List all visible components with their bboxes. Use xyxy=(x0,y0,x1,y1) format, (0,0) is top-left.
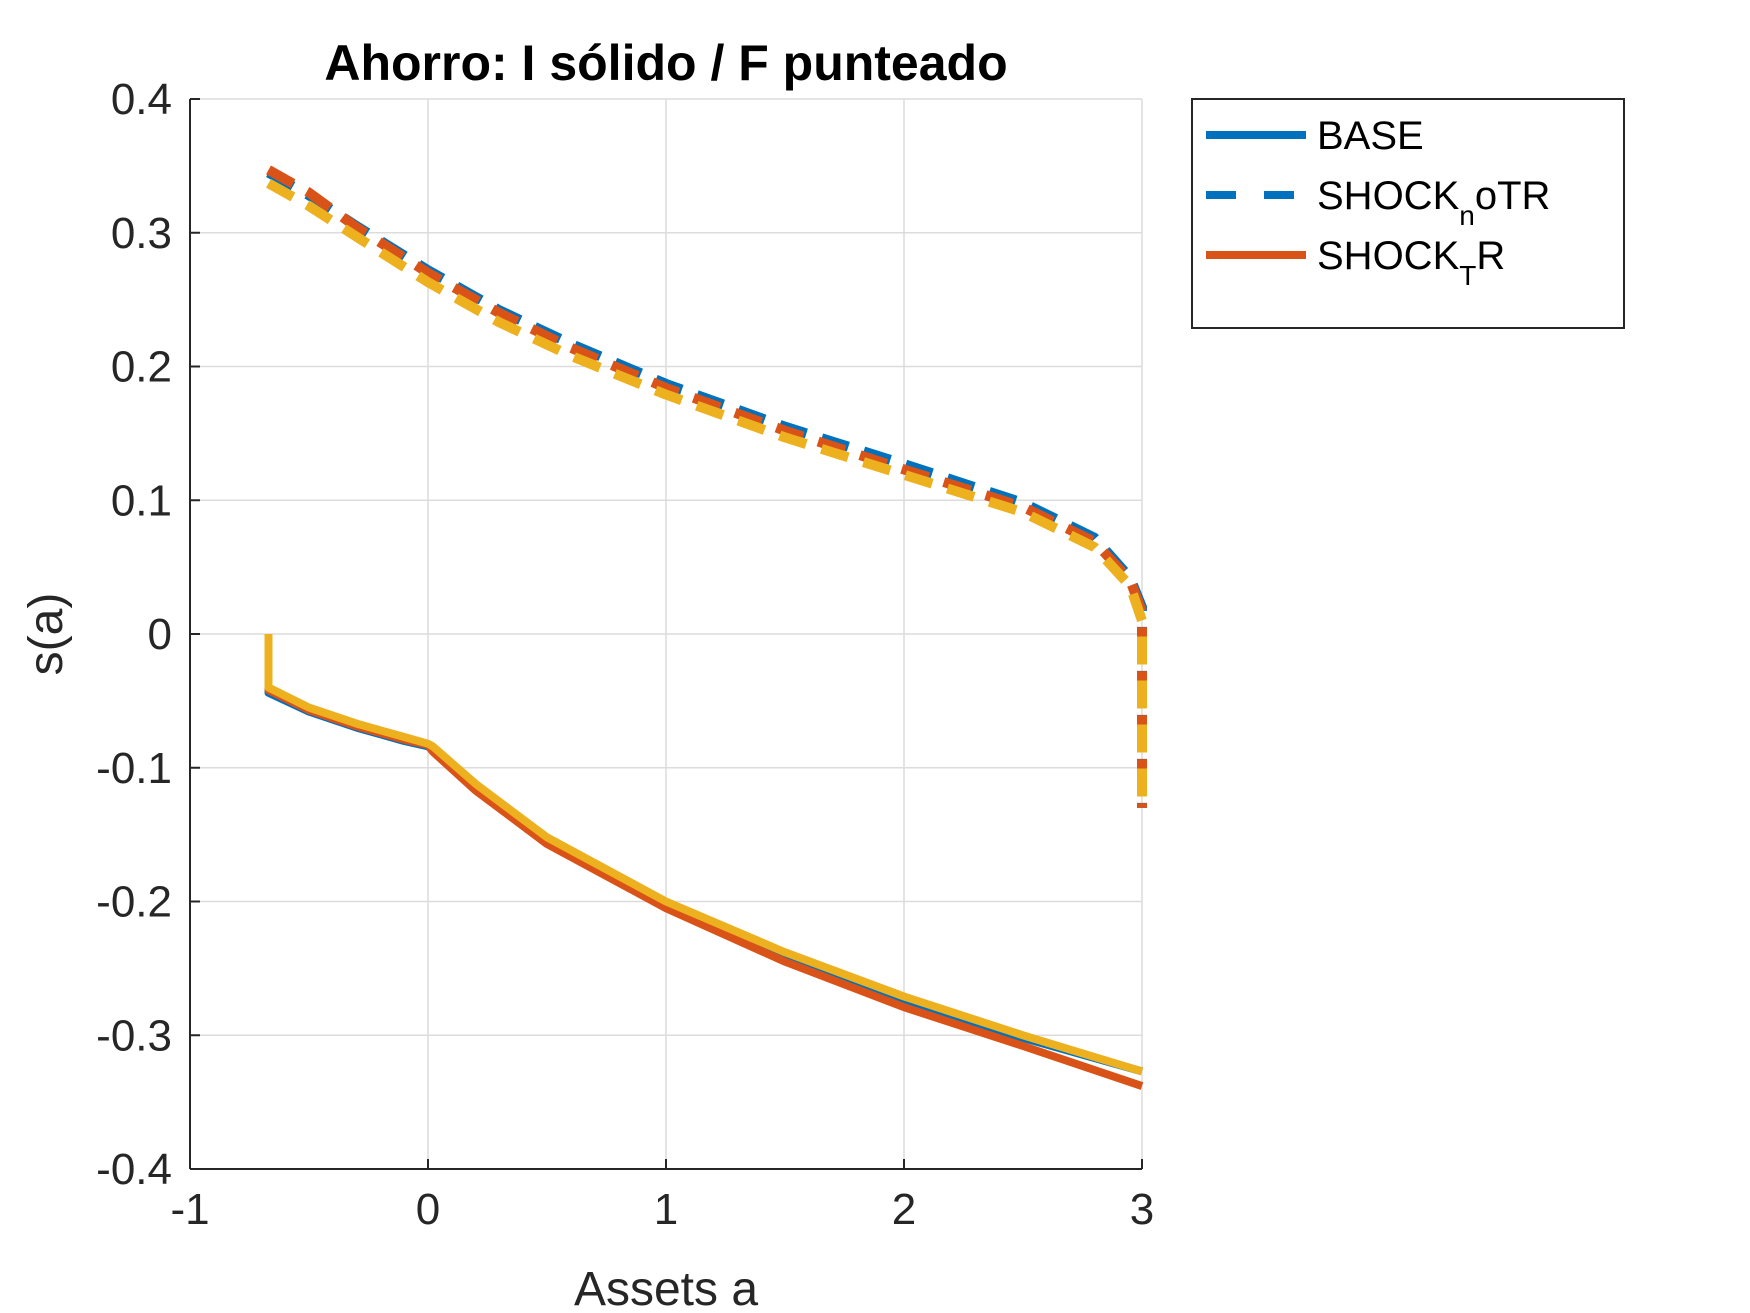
ticks: -1 0 1 2 3 -0.4 -0.3 -0.2 -0.1 0 0.1 0.2 0.3 0.4 xyxy=(96,75,1154,1234)
legend-label-2: SHOCKTR xyxy=(1317,234,1505,291)
x-axis-label: Assets a xyxy=(574,1263,758,1313)
series-line-1 xyxy=(266,168,1147,808)
y-tick-label-2: -0.2 xyxy=(96,878,172,927)
x-tick-label-2: 1 xyxy=(654,1185,678,1234)
x-tick-label-4: 3 xyxy=(1130,1185,1154,1234)
y-tick-label-7: 0.3 xyxy=(111,209,172,258)
x-tick-label-1: 0 xyxy=(416,1185,440,1234)
y-tick-label-6: 0.2 xyxy=(111,343,172,392)
y-tick-label-8: 0.4 xyxy=(111,75,172,124)
legend-label-1: SHOCKnoTR xyxy=(1317,174,1550,231)
y-axis-label: s(a) xyxy=(20,593,73,676)
legend-label-0: BASE xyxy=(1317,114,1424,158)
x-tick-label-3: 2 xyxy=(892,1185,916,1234)
series-line-4 xyxy=(264,634,1144,1076)
y-tick-label-5: 0.1 xyxy=(111,476,172,525)
series-layer xyxy=(264,165,1147,1090)
y-tick-label-0: -0.4 xyxy=(96,1145,172,1194)
x-tick-label-0: -1 xyxy=(170,1185,209,1234)
chart-title: Ahorro: I sólido / F punteado xyxy=(324,35,1007,91)
series-line-5 xyxy=(266,178,1147,802)
y-tick-label-1: -0.3 xyxy=(96,1011,172,1060)
y-tick-label-4: 0 xyxy=(148,610,172,659)
y-tick-label-3: -0.1 xyxy=(96,744,172,793)
